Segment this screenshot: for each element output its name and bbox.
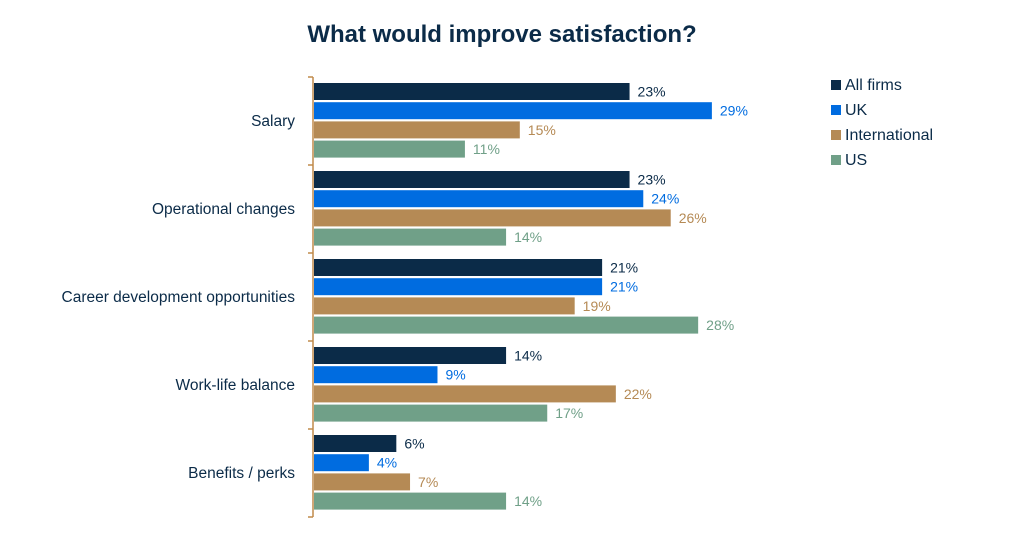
data-label: 14% bbox=[514, 348, 542, 364]
bar-us bbox=[314, 404, 548, 422]
bar-uk bbox=[314, 366, 438, 384]
data-label: 11% bbox=[473, 141, 500, 157]
bar-uk bbox=[314, 278, 603, 296]
data-label: 28% bbox=[706, 317, 734, 333]
data-label: 6% bbox=[404, 436, 424, 452]
bar-all-firms bbox=[314, 83, 630, 100]
chart-title: What would improve satisfaction? bbox=[307, 21, 696, 48]
category-label: Benefits / perks bbox=[188, 465, 295, 482]
legend-label: All firms bbox=[845, 77, 902, 94]
bar-all-firms bbox=[314, 435, 397, 452]
category-label: Work-life balance bbox=[176, 377, 295, 394]
data-label: 9% bbox=[445, 367, 465, 383]
bar-international bbox=[314, 121, 520, 139]
bar-us bbox=[314, 228, 507, 246]
legend-label: UK bbox=[845, 102, 868, 119]
data-label: 23% bbox=[638, 84, 666, 100]
bar-all-firms bbox=[314, 347, 507, 364]
legend-label: US bbox=[845, 152, 867, 169]
bar-international bbox=[314, 385, 616, 403]
data-label: 14% bbox=[514, 229, 542, 245]
data-label: 15% bbox=[528, 122, 556, 138]
data-label: 26% bbox=[679, 210, 707, 226]
bar-international bbox=[314, 209, 671, 227]
category-axis bbox=[308, 76, 314, 518]
legend-swatch bbox=[831, 80, 841, 90]
legend-swatch bbox=[831, 105, 841, 115]
data-label: 19% bbox=[583, 298, 611, 314]
bar-uk bbox=[314, 454, 369, 472]
data-label: 21% bbox=[610, 260, 638, 276]
category-label: Career development opportunities bbox=[62, 289, 296, 306]
data-label: 29% bbox=[720, 103, 748, 119]
data-label: 14% bbox=[514, 493, 542, 509]
data-label: 7% bbox=[418, 474, 438, 490]
bar-international bbox=[314, 473, 411, 491]
category-label: Operational changes bbox=[152, 201, 295, 218]
category-label: Salary bbox=[251, 113, 295, 130]
data-label: 24% bbox=[651, 191, 679, 207]
bar-us bbox=[314, 140, 465, 158]
bar-uk bbox=[314, 190, 644, 208]
bar-us bbox=[314, 316, 699, 334]
data-label: 4% bbox=[377, 455, 397, 471]
legend-swatch bbox=[831, 155, 841, 165]
data-label: 23% bbox=[638, 172, 666, 188]
bar-all-firms bbox=[314, 171, 630, 188]
data-label: 22% bbox=[624, 386, 652, 402]
legend-swatch bbox=[831, 130, 841, 140]
bar-us bbox=[314, 492, 507, 510]
legend-label: International bbox=[845, 127, 933, 144]
bar-uk bbox=[314, 102, 712, 120]
bar-international bbox=[314, 297, 575, 315]
bar-all-firms bbox=[314, 259, 603, 276]
legend: All firms UK International US bbox=[831, 77, 933, 169]
data-label: 21% bbox=[610, 279, 638, 295]
data-label: 17% bbox=[555, 405, 583, 421]
